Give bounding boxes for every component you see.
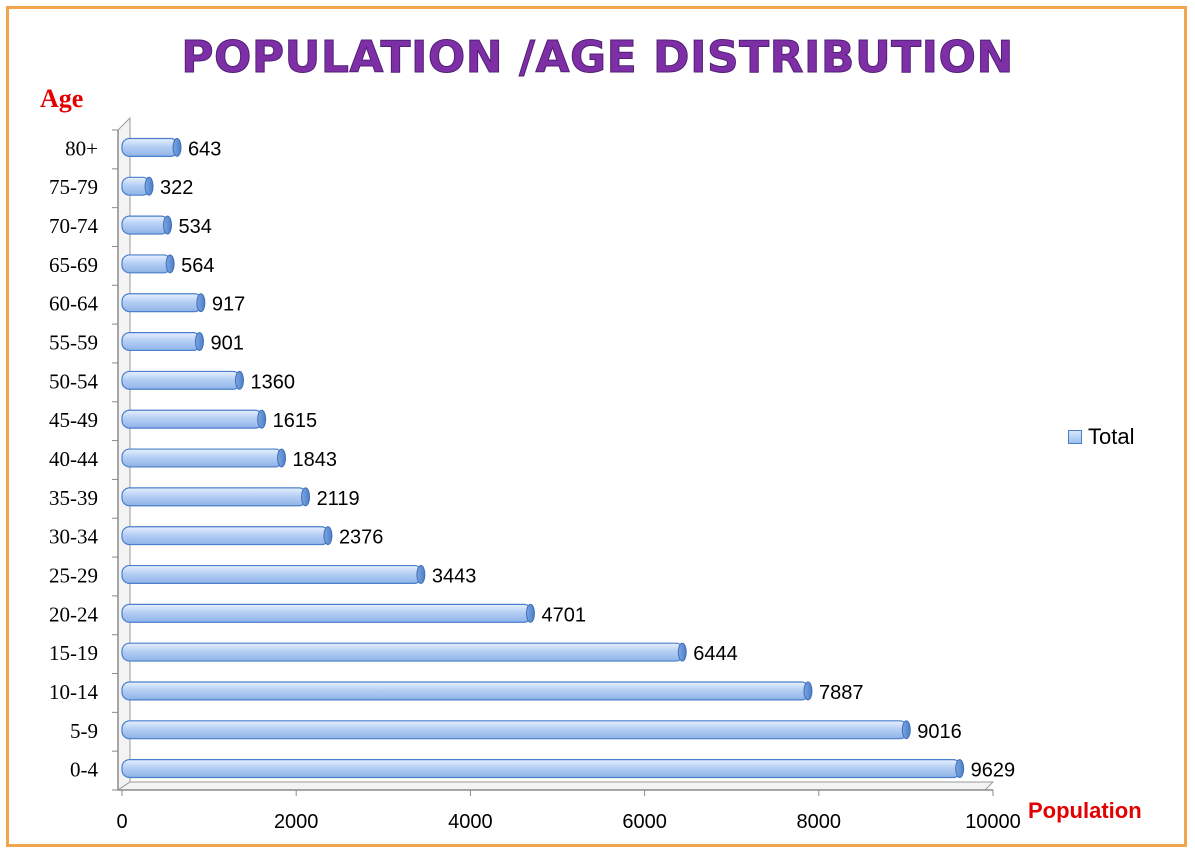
- data-label: 534: [179, 216, 212, 238]
- bar-cap: [257, 409, 267, 429]
- bar-cap: [172, 137, 182, 157]
- bar-body: [121, 603, 533, 623]
- bar-body: [121, 487, 308, 507]
- bar: [121, 603, 535, 623]
- data-label: 643: [188, 138, 221, 160]
- bar-cap: [144, 176, 154, 196]
- bar-cap: [163, 215, 173, 235]
- bar-cap: [277, 448, 287, 468]
- bar-body: [121, 564, 423, 585]
- y-axis-title: Age: [40, 84, 84, 113]
- bar-cap: [803, 681, 813, 701]
- x-tick-label: 8000: [797, 811, 842, 833]
- bar-cap: [234, 370, 244, 390]
- data-label: 2119: [317, 488, 360, 510]
- bar: [121, 564, 426, 585]
- y-category-label: 0-4: [70, 758, 98, 782]
- data-label: 1360: [250, 371, 295, 393]
- y-category-label: 10-14: [49, 680, 98, 704]
- bar: [121, 681, 813, 701]
- bar-cap: [525, 603, 535, 623]
- bar: [121, 137, 182, 157]
- bar: [121, 332, 204, 352]
- data-label: 917: [212, 294, 245, 316]
- bar: [121, 487, 311, 507]
- data-label: 1843: [293, 449, 338, 471]
- legend-label-total: Total: [1088, 424, 1135, 449]
- bar-cap: [196, 293, 206, 313]
- y-category-label: 40-44: [49, 447, 98, 471]
- bar-body: [121, 293, 203, 313]
- bar: [121, 409, 267, 429]
- bar: [121, 293, 206, 313]
- data-label: 322: [160, 177, 193, 199]
- x-tick-label: 2000: [274, 811, 319, 833]
- y-category-label: 65-69: [49, 253, 98, 277]
- x-tick-label: 4000: [448, 811, 493, 833]
- bar-cap: [301, 487, 311, 507]
- bar-body: [121, 215, 170, 235]
- data-label: 6444: [693, 643, 738, 665]
- bar-body: [121, 137, 179, 157]
- y-category-label: 35-39: [49, 486, 98, 510]
- data-label: 4701: [541, 604, 586, 626]
- y-category-label: 75-79: [49, 175, 98, 199]
- bar: [121, 720, 911, 740]
- legend-swatch: [1068, 430, 1082, 444]
- legend: Total: [1068, 424, 1134, 450]
- bar-body: [121, 254, 172, 274]
- axis-floor: [116, 781, 995, 791]
- bar: [121, 448, 287, 468]
- bar-body: [121, 759, 962, 779]
- bar: [121, 759, 965, 779]
- bar-body: [121, 526, 330, 546]
- bar-body: [121, 642, 684, 662]
- x-tick-label: 0: [116, 811, 127, 833]
- bar-body: [121, 681, 810, 701]
- bar-cap: [955, 759, 965, 779]
- data-label: 7887: [819, 682, 864, 704]
- bar-body: [121, 332, 202, 352]
- y-category-label: 50-54: [49, 369, 98, 393]
- data-label: 901: [210, 333, 243, 355]
- bar-body: [121, 370, 242, 390]
- y-category-label: 25-29: [49, 563, 98, 587]
- data-label: 9016: [917, 721, 962, 743]
- y-category-label: 80+: [65, 136, 98, 160]
- y-category-label: 30-34: [49, 525, 98, 549]
- x-axis-title: Population: [1028, 798, 1142, 823]
- bar: [121, 526, 333, 546]
- data-label: 564: [181, 255, 214, 277]
- bar: [121, 176, 154, 196]
- y-category-label: 55-59: [49, 331, 98, 355]
- bar-body: [121, 720, 908, 740]
- bar: [121, 370, 244, 390]
- bar-body: [121, 409, 264, 429]
- y-category-label: 20-24: [49, 602, 98, 626]
- bar-cap: [323, 526, 333, 546]
- x-tick-label: 10000: [965, 811, 1021, 833]
- bar-cap: [165, 254, 175, 274]
- data-label: 3443: [432, 565, 477, 587]
- y-category-label: 70-74: [49, 214, 98, 238]
- x-tick-label: 6000: [622, 811, 667, 833]
- bar: [121, 254, 175, 274]
- data-label: 1615: [273, 410, 318, 432]
- chart-title: POPULATION /AGE DISTRIBUTION: [181, 32, 1014, 84]
- y-category-label: 5-9: [70, 719, 98, 743]
- bar-cap: [677, 642, 687, 662]
- bar-body: [121, 448, 284, 468]
- data-label: 2376: [339, 527, 384, 549]
- bar: [121, 215, 173, 235]
- bar: [121, 642, 687, 662]
- bar-cap: [416, 565, 426, 584]
- bar-cap: [901, 720, 911, 740]
- y-category-label: 15-19: [49, 641, 98, 665]
- y-category-label: 60-64: [49, 292, 98, 316]
- data-label: 9629: [971, 760, 1016, 782]
- y-category-label: 45-49: [49, 408, 98, 432]
- bar-cap: [194, 332, 204, 351]
